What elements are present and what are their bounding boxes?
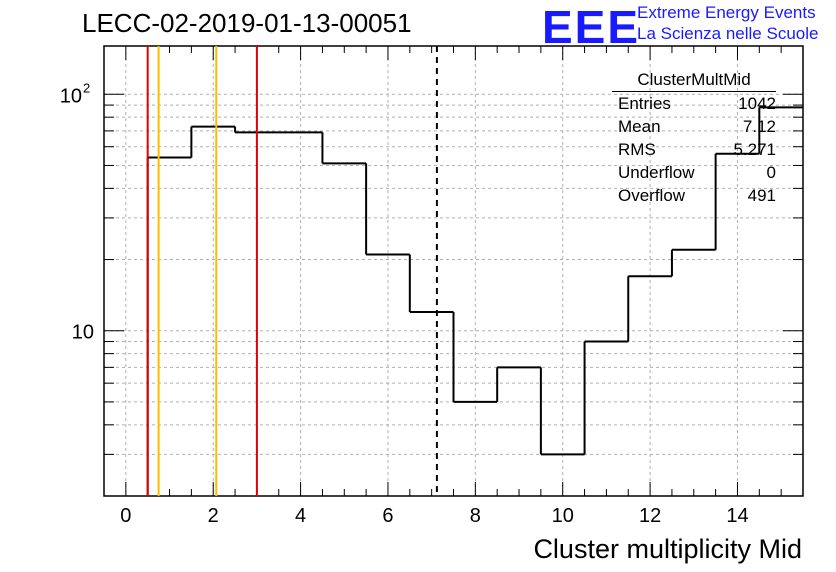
chart-title: LECC-02-2019-01-13-00051 bbox=[82, 8, 412, 38]
x-tick-label: 0 bbox=[120, 505, 131, 527]
y-tick-label: 10 bbox=[60, 85, 82, 107]
x-tick-label: 8 bbox=[470, 505, 481, 527]
x-tick-label: 10 bbox=[552, 505, 574, 527]
stats-row-entries: Entries 1042 bbox=[612, 92, 776, 115]
x-tick-label: 6 bbox=[382, 505, 393, 527]
y-tick-label: 10 bbox=[72, 322, 94, 344]
stats-row-rms: RMS 5.271 bbox=[612, 138, 776, 161]
stats-value: 491 bbox=[747, 186, 776, 205]
stats-value: 1042 bbox=[738, 94, 776, 113]
stats-label: Overflow bbox=[618, 186, 686, 205]
eee-logo: EEE bbox=[542, 1, 641, 53]
stats-row-mean: Mean 7.12 bbox=[612, 115, 776, 138]
x-tick-label: 2 bbox=[208, 505, 219, 527]
stats-row-underflow: Underflow 0 bbox=[612, 161, 776, 184]
stats-label: Entries bbox=[618, 94, 671, 113]
stats-value: 0 bbox=[766, 163, 776, 182]
x-axis-label: Cluster multiplicity Mid bbox=[533, 534, 802, 564]
x-tick-label: 4 bbox=[295, 505, 306, 527]
stats-label: Underflow bbox=[618, 163, 695, 182]
stats-row-overflow: Overflow 491 bbox=[612, 184, 776, 207]
stats-label: RMS bbox=[618, 140, 656, 159]
stats-label: Mean bbox=[618, 117, 661, 136]
stats-value: 7.12 bbox=[742, 117, 776, 136]
x-tick-label: 12 bbox=[639, 505, 661, 527]
stats-box: ClusterMultMid Entries 1042 Mean 7.12 RMS 5… bbox=[612, 70, 776, 207]
stats-value: 5.271 bbox=[733, 140, 776, 159]
stats-title: ClusterMultMid bbox=[612, 70, 776, 92]
logo-subtitle-1: Extreme Energy Events bbox=[637, 3, 816, 22]
x-tick-label: 14 bbox=[726, 505, 748, 527]
logo-subtitle-2: La Scienza nelle Scuole bbox=[637, 24, 819, 43]
y-tick-exponent: 2 bbox=[83, 80, 90, 95]
